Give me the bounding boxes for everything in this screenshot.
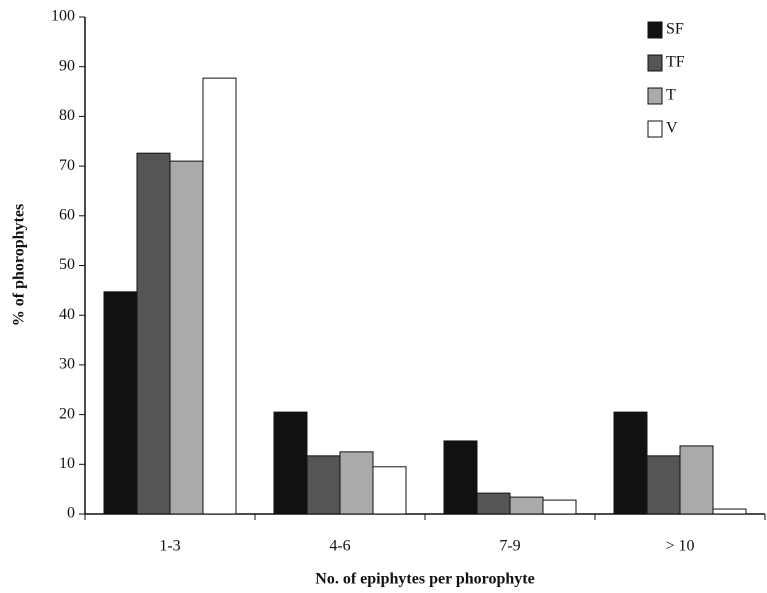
x-tick-label: > 10 [665, 538, 694, 555]
legend-swatch [647, 120, 663, 138]
y-tick-label: 60 [59, 206, 75, 223]
legend-label: V [666, 120, 678, 137]
legend-label: TF [666, 54, 685, 71]
x-tick-label: 7-9 [499, 538, 520, 555]
bar [273, 411, 308, 515]
bar [509, 496, 544, 515]
y-tick-label: 10 [59, 455, 75, 472]
x-axis-label: No. of epiphytes per phorophyte [315, 571, 534, 588]
y-tick-label: 70 [59, 157, 75, 174]
y-tick-label: 80 [59, 107, 75, 124]
legend-swatch [647, 87, 663, 105]
bar [613, 411, 648, 515]
x-tick-label: 4-6 [329, 538, 350, 555]
bar [169, 160, 204, 515]
bar [103, 291, 138, 515]
bar [646, 455, 681, 515]
bar [202, 77, 237, 515]
y-tick-label: 20 [59, 405, 75, 422]
y-axis-label: % of phorophytes [11, 204, 28, 326]
bar [679, 445, 714, 515]
bar [372, 466, 407, 515]
y-tick-label: 30 [59, 356, 75, 373]
y-tick-label: 0 [67, 505, 75, 522]
bar [542, 499, 577, 515]
bar [712, 508, 747, 515]
legend-label: SF [666, 21, 684, 38]
bar [476, 492, 511, 515]
bar [339, 451, 374, 515]
legend-label: T [666, 87, 676, 104]
legend-swatch [647, 54, 663, 72]
x-tick-label: 1-3 [159, 538, 180, 555]
legend-swatch [647, 21, 663, 39]
y-tick-label: 40 [59, 306, 75, 323]
bar [136, 152, 171, 515]
y-tick-label: 100 [51, 8, 75, 25]
y-tick-label: 90 [59, 57, 75, 74]
bar [306, 455, 341, 515]
bar [443, 440, 478, 515]
y-tick-label: 50 [59, 256, 75, 273]
